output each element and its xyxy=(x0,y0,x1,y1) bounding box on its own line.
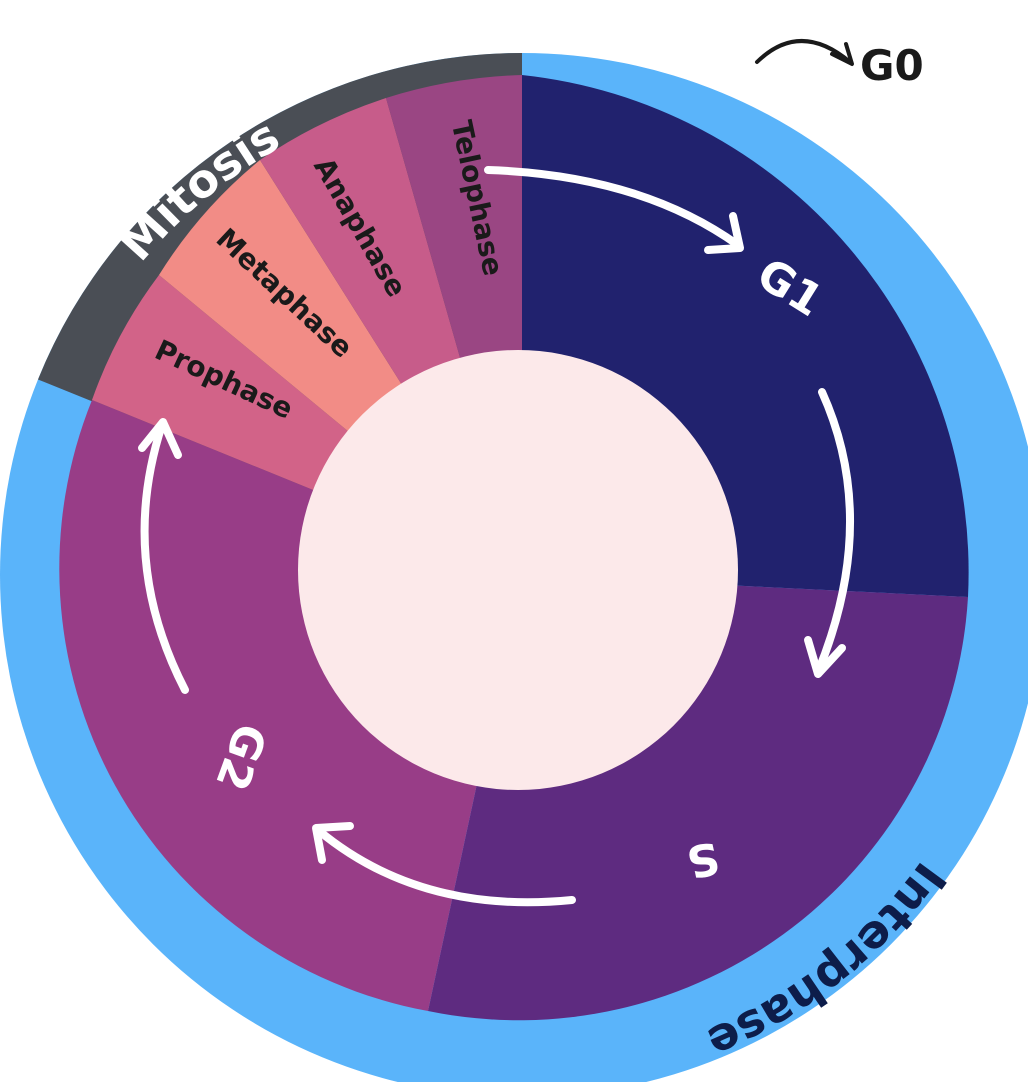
arrow-g2-to-prophase xyxy=(140,421,189,694)
arrow-g1-to-s-head xyxy=(804,636,846,678)
arrow-g2-to-prophase-head xyxy=(138,418,182,459)
g0-arrow-head xyxy=(830,42,854,66)
arrow-s-to-g2 xyxy=(314,826,576,907)
arrow-s-to-g2-head xyxy=(312,822,354,864)
arrow-telophase-to-g1-head xyxy=(704,212,744,254)
g0-arrow xyxy=(755,39,852,64)
arrow-telophase-to-g1 xyxy=(484,166,742,249)
cycle-arrows xyxy=(138,166,854,907)
g0-label: G0 xyxy=(860,41,924,90)
arrow-g1-to-s xyxy=(814,388,854,676)
center-circle xyxy=(298,350,738,790)
